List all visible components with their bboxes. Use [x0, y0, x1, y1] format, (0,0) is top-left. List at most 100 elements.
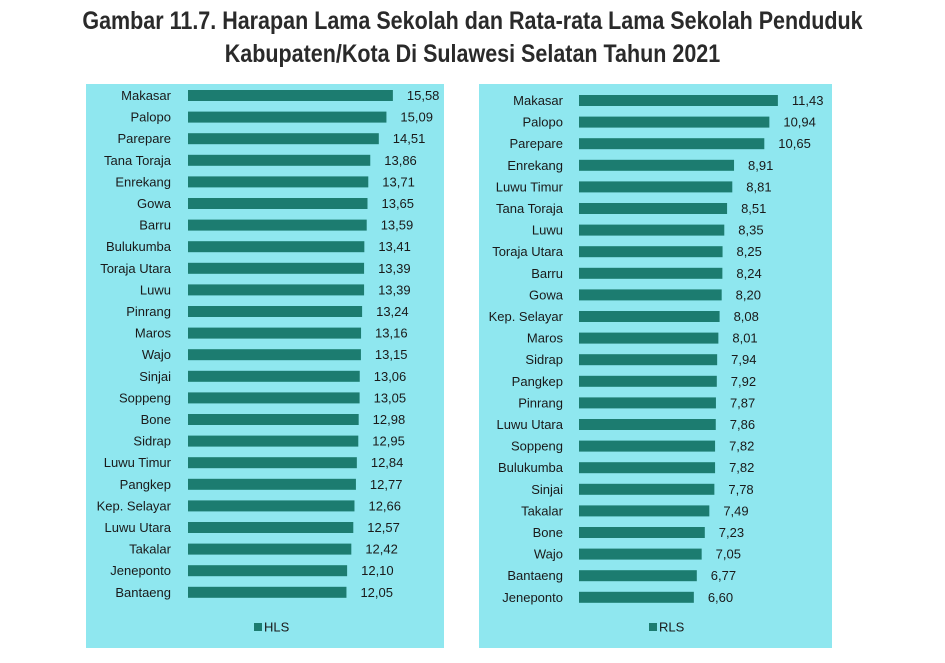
rls-bar [579, 246, 723, 258]
hls-category-label: Enrekang [115, 174, 171, 189]
hls-value-label: 13,05 [374, 390, 407, 405]
chart-title-line1: Gambar 11.7. Harapan Lama Sekolah dan Ra… [82, 7, 863, 35]
rls-category-label: Enrekang [507, 158, 563, 173]
rls-category-label: Takalar [521, 503, 564, 518]
hls-value-label: 13,59 [381, 218, 414, 233]
rls-category-label: Pinrang [518, 395, 563, 410]
hls-category-label: Pangkep [120, 477, 171, 492]
hls-category-label: Maros [135, 326, 172, 341]
hls-category-label: Takalar [129, 542, 172, 557]
hls-value-label: 12,98 [373, 412, 406, 427]
hls-category-label: Jeneponto [110, 563, 171, 578]
rls-bar [579, 419, 716, 430]
hls-bar-chart: Makasar 15,58 Palopo 15,09 Parepare 14,51 Tana… [97, 88, 440, 635]
hls-value-label: 13,39 [378, 261, 411, 276]
hls-bar [188, 500, 355, 512]
hls-bar [188, 154, 371, 166]
rls-bar [579, 181, 733, 193]
hls-bar [188, 219, 367, 231]
rls-value-label: 10,65 [778, 136, 811, 151]
rls-bar [579, 116, 770, 128]
hls-bar [188, 522, 354, 533]
rls-bar [579, 375, 717, 387]
hls-value-label: 15,09 [400, 110, 433, 125]
hls-value-label: 14,51 [393, 131, 426, 146]
rls-value-label: 8,08 [734, 309, 759, 324]
hls-category-label: Luwu [140, 282, 171, 297]
rls-legend-swatch [649, 623, 657, 631]
hls-category-label: Tana Toraja [104, 153, 172, 168]
hls-bar [188, 111, 387, 123]
rls-value-label: 7,87 [730, 395, 755, 410]
rls-value-label: 7,82 [729, 460, 754, 475]
hls-value-label: 13,71 [382, 174, 415, 189]
rls-category-label: Luwu [532, 223, 563, 238]
hls-category-label: Bantaeng [115, 585, 171, 600]
rls-value-label: 11,43 [792, 93, 824, 108]
hls-bar [188, 198, 368, 209]
rls-bar [579, 483, 715, 495]
rls-value-label: 6,60 [708, 590, 733, 605]
rls-bar [579, 267, 723, 279]
rls-value-label: 7,49 [723, 503, 748, 518]
hls-bar [188, 133, 379, 145]
hls-category-label: Luwu Utara [105, 520, 172, 535]
rls-bar [579, 548, 702, 560]
rls-category-label: Makasar [513, 93, 564, 108]
rls-category-label: Barru [531, 266, 563, 281]
hls-value-label: 12,57 [367, 520, 400, 535]
rls-bar [579, 332, 719, 344]
hls-bar [188, 543, 352, 555]
rls-value-label: 7,82 [729, 439, 754, 454]
rls-value-label: 8,51 [741, 201, 766, 216]
rls-value-label: 8,25 [737, 244, 762, 259]
rls-category-label: Jeneponto [502, 590, 563, 605]
rls-bar [579, 224, 725, 236]
hls-value-label: 12,77 [370, 477, 403, 492]
hls-value-label: 13,65 [381, 196, 414, 211]
hls-bar [188, 262, 365, 274]
rls-value-label: 8,35 [738, 223, 763, 238]
hls-category-label: Toraja Utara [100, 261, 172, 276]
rls-category-label: Maros [527, 331, 564, 346]
hls-category-label: Palopo [131, 110, 171, 125]
rls-category-label: Toraja Utara [492, 244, 564, 259]
hls-value-label: 12,95 [372, 434, 405, 449]
hls-category-label: Wajo [142, 347, 171, 362]
rls-bar [579, 138, 765, 150]
hls-legend-label: HLS [264, 620, 290, 635]
hls-value-label: 13,06 [374, 369, 407, 384]
hls-bar [188, 241, 365, 253]
rls-bar [579, 505, 710, 517]
hls-value-label: 15,58 [407, 88, 440, 103]
rls-category-label: Bulukumba [498, 460, 564, 475]
hls-bar [188, 435, 359, 447]
rls-category-label: Parepare [510, 136, 563, 151]
hls-bar [188, 414, 359, 425]
hls-bar [188, 90, 393, 101]
hls-bar [188, 306, 363, 317]
hls-bar [188, 457, 357, 469]
rls-bar [579, 354, 718, 366]
rls-chart-panel: Makasar 11,43 Palopo 10,94 Parepare 10,65 Enre… [479, 84, 832, 648]
hls-value-label: 12,10 [361, 563, 394, 578]
hls-category-label: Makasar [121, 88, 172, 103]
rls-value-label: 8,20 [736, 287, 761, 302]
rls-category-label: Wajo [534, 547, 563, 562]
rls-bar [579, 527, 705, 538]
rls-bar [579, 440, 716, 452]
hls-category-label: Gowa [137, 196, 172, 211]
rls-value-label: 10,94 [783, 115, 816, 130]
hls-category-label: Barru [139, 218, 171, 233]
rls-bar [579, 397, 716, 409]
rls-category-label: Kep. Selayar [489, 309, 564, 324]
rls-bar [579, 289, 722, 301]
hls-value-label: 13,16 [375, 326, 408, 341]
rls-category-label: Pangkep [512, 374, 563, 389]
hls-value-label: 13,86 [384, 153, 417, 168]
rls-bar [579, 159, 735, 171]
hls-category-label: Bone [141, 412, 171, 427]
hls-category-label: Sinjai [139, 369, 171, 384]
hls-bar [188, 478, 356, 490]
hls-bar [188, 284, 365, 296]
